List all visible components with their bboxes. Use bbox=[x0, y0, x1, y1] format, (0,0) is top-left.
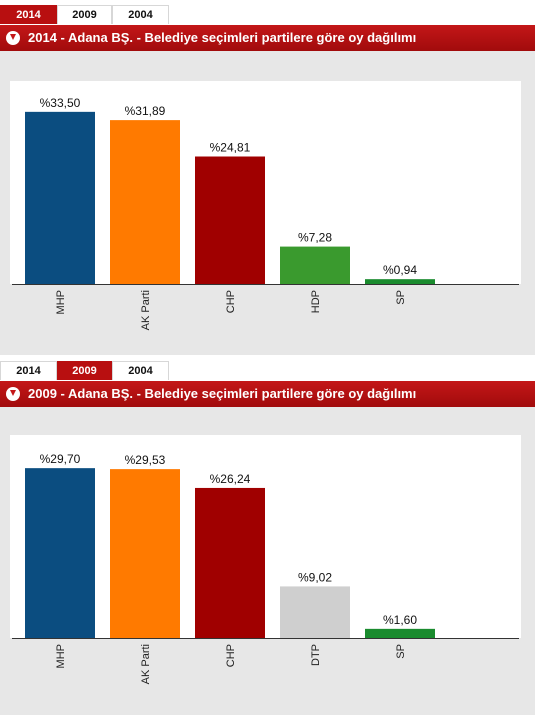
tab-2014[interactable]: 2014 bbox=[0, 361, 57, 380]
bar-chart: %29,70 MHP %29,53 AK Parti %26,24 CHP %9,02 DTP… bbox=[10, 435, 521, 684]
value-label: %31,89 bbox=[125, 104, 166, 118]
category-label: HDP bbox=[310, 290, 322, 313]
bar-sp[interactable] bbox=[365, 628, 435, 638]
category-label: DTP bbox=[310, 644, 322, 666]
bar-chart: %33,50 MHP %31,89 AK Parti %24,81 CHP %7,28 HDP… bbox=[10, 81, 521, 330]
tab-2004[interactable]: 2004 bbox=[112, 361, 169, 380]
tab-2014[interactable]: 2014 bbox=[0, 5, 57, 24]
category-label: AK Parti bbox=[140, 644, 152, 684]
bar-hdp[interactable] bbox=[280, 246, 350, 284]
year-tabs: 2014 2009 2004 bbox=[0, 361, 535, 381]
chart-area: %33,50 MHP %31,89 AK Parti %24,81 CHP %7,28 HDP… bbox=[0, 51, 535, 355]
bar-mhp[interactable] bbox=[25, 111, 95, 284]
value-label: %7,28 bbox=[298, 231, 332, 245]
bar-dtp[interactable] bbox=[280, 586, 350, 638]
tab-2004[interactable]: 2004 bbox=[112, 5, 169, 24]
bar-chp[interactable] bbox=[195, 156, 265, 284]
chart-title: 2014 - Adana BŞ. - Belediye seçimleri pa… bbox=[28, 30, 417, 45]
category-label: SP bbox=[395, 290, 407, 305]
year-tabs: 2014 2009 2004 bbox=[0, 5, 535, 25]
value-label: %9,02 bbox=[298, 570, 332, 584]
plot-area bbox=[10, 435, 521, 638]
election-panel-2014: 2014 2009 2004 2014 - Adana BŞ. - Beledi… bbox=[0, 5, 535, 355]
value-label: %1,60 bbox=[383, 613, 417, 627]
chart-title: 2009 - Adana BŞ. - Belediye seçimleri pa… bbox=[28, 386, 417, 401]
value-label: %24,81 bbox=[210, 141, 251, 155]
category-label: MHP bbox=[55, 644, 67, 668]
category-label: CHP bbox=[225, 290, 237, 313]
bar-chp[interactable] bbox=[195, 487, 265, 638]
category-label: AK Parti bbox=[140, 290, 152, 330]
bar-mhp[interactable] bbox=[25, 468, 95, 638]
value-label: %33,50 bbox=[40, 96, 81, 110]
bar-ak-parti[interactable] bbox=[110, 120, 180, 284]
chart-header: 2009 - Adana BŞ. - Belediye seçimleri pa… bbox=[0, 381, 535, 407]
value-label: %0,94 bbox=[383, 263, 417, 277]
tab-2009[interactable]: 2009 bbox=[57, 361, 112, 380]
download-icon[interactable] bbox=[6, 31, 20, 45]
value-label: %29,70 bbox=[40, 452, 81, 466]
plot-area bbox=[10, 81, 521, 284]
download-icon[interactable] bbox=[6, 387, 20, 401]
value-label: %29,53 bbox=[125, 453, 166, 467]
chart-area: %29,70 MHP %29,53 AK Parti %26,24 CHP %9,02 DTP… bbox=[0, 407, 535, 715]
category-label: SP bbox=[395, 644, 407, 659]
category-label: MHP bbox=[55, 290, 67, 314]
category-label: CHP bbox=[225, 644, 237, 667]
chart-header: 2014 - Adana BŞ. - Belediye seçimleri pa… bbox=[0, 25, 535, 51]
election-panel-2009: 2014 2009 2004 2009 - Adana BŞ. - Beledi… bbox=[0, 361, 535, 715]
bar-ak-parti[interactable] bbox=[110, 469, 180, 638]
value-label: %26,24 bbox=[210, 472, 251, 486]
tab-2009[interactable]: 2009 bbox=[57, 5, 112, 24]
bar-sp[interactable] bbox=[365, 279, 435, 284]
